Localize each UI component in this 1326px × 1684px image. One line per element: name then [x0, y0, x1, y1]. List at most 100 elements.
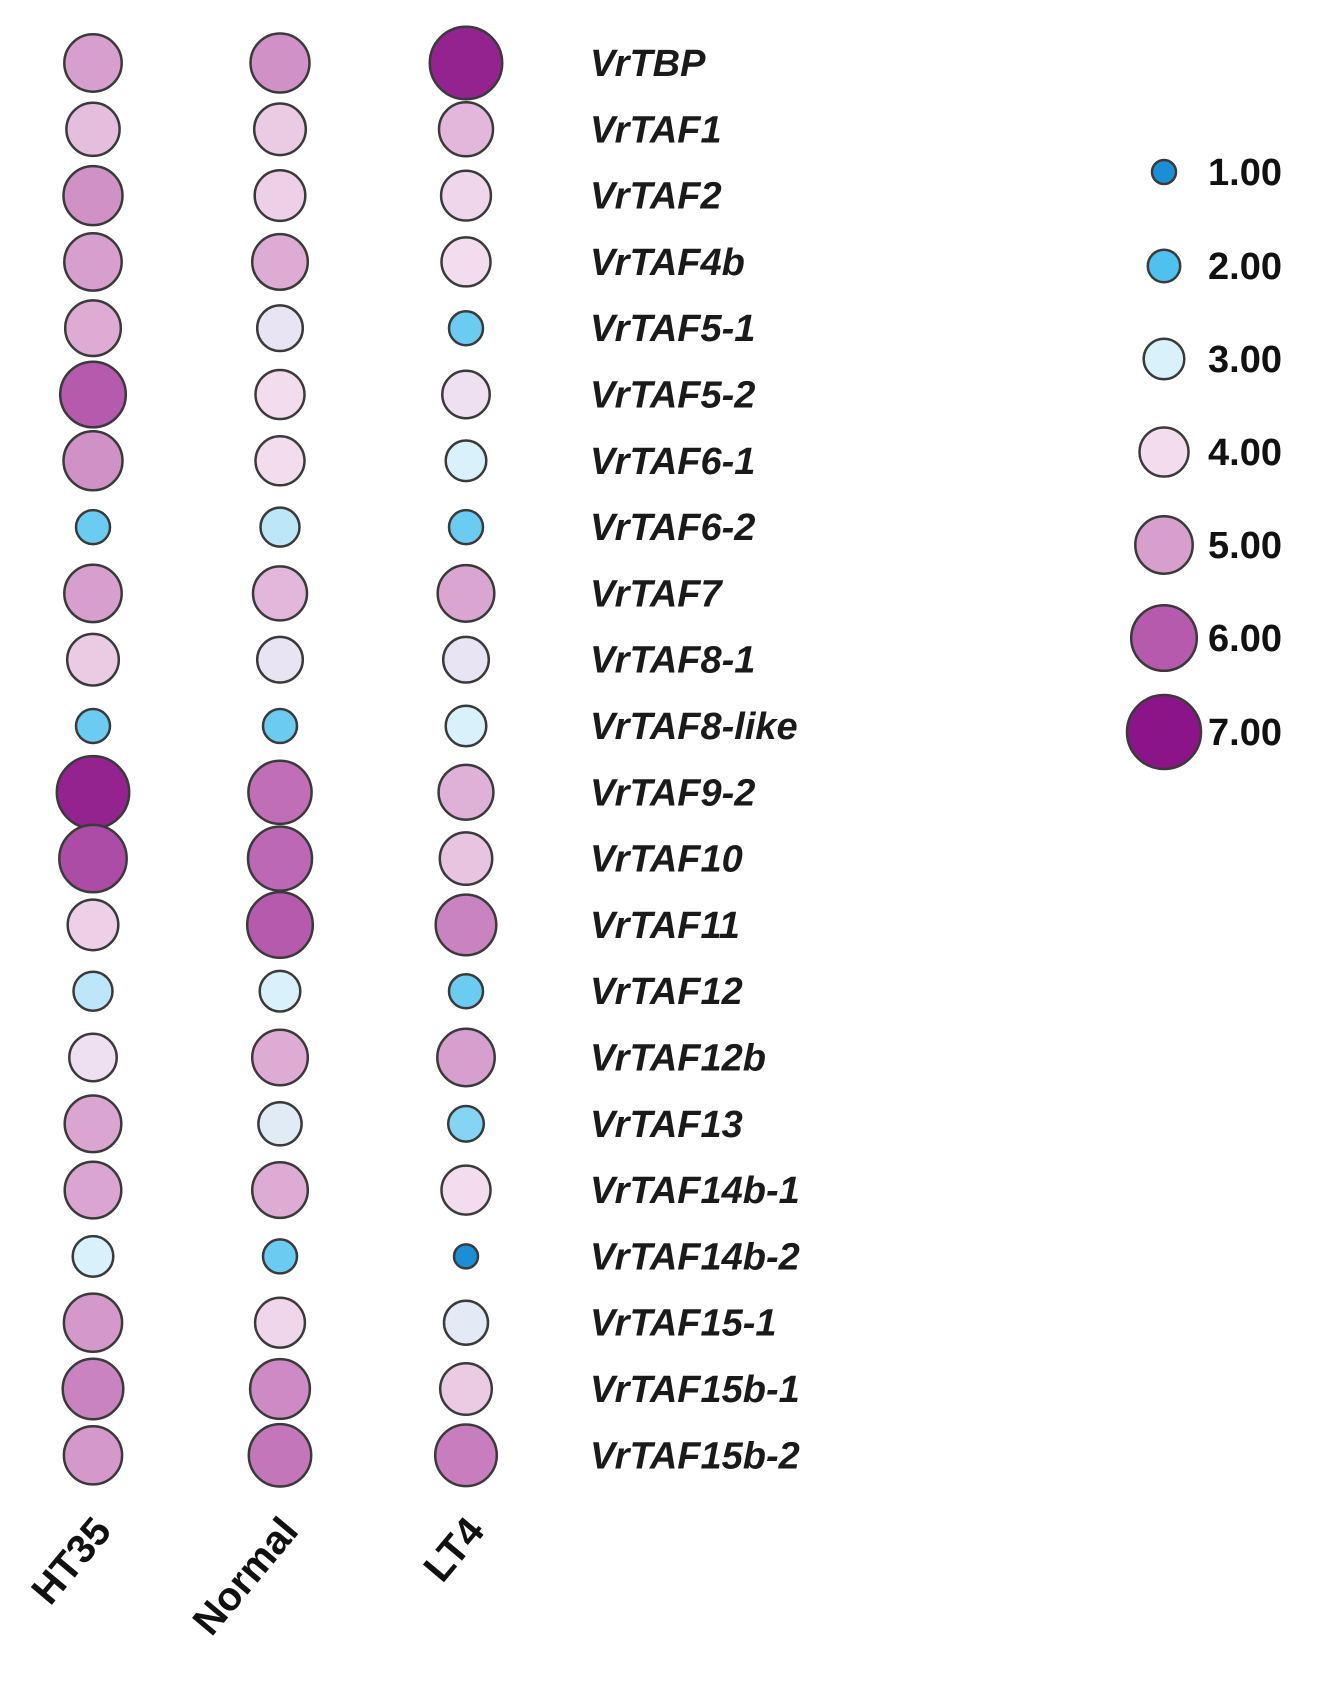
bubble-normal-vrtaf8-1: [255, 635, 305, 684]
bubble-ht35-vrtaf9-2: [55, 754, 131, 830]
bubble-normal-vrtbp: [249, 32, 311, 94]
bubble-ht35-vrtaf12: [72, 970, 114, 1012]
bubble-lt4-vrtaf15b-2: [433, 1423, 499, 1488]
gene-label-vrtaf8-like: VrTAF8-like: [590, 706, 798, 748]
bubble-lt4-vrtaf6-2: [447, 508, 485, 546]
condition-labels-layer: HT35 Normal LT4: [23, 1509, 493, 1643]
condition-label-lt4: LT4: [415, 1509, 493, 1590]
bubble-lt4-vrtaf14b-2: [452, 1243, 480, 1270]
gene-label-vrtaf7: VrTAF7: [590, 573, 723, 615]
gene-label-vrtaf14b-2: VrTAF14b-2: [590, 1236, 800, 1278]
gene-label-vrtaf12b: VrTAF12b: [590, 1038, 766, 1080]
bubble-ht35-vrtaf8-1: [65, 632, 121, 687]
bubble-ht35-vrtaf1: [65, 101, 121, 158]
legend-label-5: 5.00: [1208, 525, 1282, 567]
condition-label-ht35: HT35: [23, 1510, 120, 1613]
bubble-normal-vrtaf5-2: [254, 368, 306, 421]
bubble-lt4-vrtaf13: [446, 1104, 486, 1143]
bubble-lt4-vrtaf14b-1: [440, 1164, 492, 1216]
gene-label-vrtaf12: VrTAF12: [590, 971, 743, 1013]
bubble-ht35-vrtaf4b: [63, 231, 123, 292]
bubble-normal-vrtaf1: [252, 102, 308, 157]
bubble-ht35-vrtaf14b-2: [71, 1234, 115, 1278]
bubble-normal-vrtaf13: [257, 1100, 303, 1147]
bubble-lt4-vrtaf5-2: [441, 369, 491, 420]
legend-swatch-4: [1138, 426, 1190, 478]
gene-label-vrtaf14b-1: VrTAF14b-1: [590, 1170, 800, 1212]
gene-label-vrtaf15-1: VrTAF15-1: [590, 1303, 777, 1345]
bubble-ht35-vrtaf10: [58, 823, 128, 894]
gene-label-vrtaf13: VrTAF13: [590, 1104, 743, 1146]
gene-label-vrtaf5-2: VrTAF5-2: [590, 375, 755, 417]
legend-label-6: 6.00: [1208, 618, 1282, 660]
legend-swatch-2: [1146, 248, 1182, 284]
bubble-ht35-vrtaf14b-1: [63, 1160, 123, 1220]
bubble-lt4-vrtaf8-like: [444, 704, 488, 748]
gene-labels-layer: VrTBP VrTAF1 VrTAF2 VrTAF4b VrTAF5-1 VrTAF5-2…: [590, 43, 800, 1477]
bubble-normal-vrtaf15b-1: [248, 1357, 312, 1421]
bubble-ht35-vrtaf15b-1: [61, 1357, 125, 1421]
bubble-lt4-vrtaf6-1: [444, 439, 488, 483]
bubble-normal-vrtaf10: [246, 825, 314, 892]
gene-label-vrtaf15b-2: VrTAF15b-2: [590, 1435, 800, 1477]
bubble-ht35-vrtaf12b: [68, 1032, 118, 1083]
bubble-ht35-vrtaf13: [63, 1094, 123, 1154]
bubble-lt4-vrtaf2: [439, 169, 493, 222]
gene-label-vrtbp: VrTBP: [590, 43, 706, 85]
gene-label-vrtaf11: VrTAF11: [590, 905, 740, 947]
bubble-lt4-vrtaf11: [434, 893, 498, 957]
bubble-ht35-vrtaf5-1: [63, 299, 123, 358]
bubble-lt4-vrtaf7: [436, 563, 496, 623]
bubble-lt4-vrtaf4b: [440, 236, 492, 288]
bubble-normal-vrtaf5-1: [255, 304, 305, 353]
bubble-normal-vrtaf9-2: [247, 759, 313, 826]
bubble-lt4-vrtaf9-2: [437, 763, 495, 821]
bubble-normal-vrtaf2: [253, 169, 307, 223]
bubble-normal-vrtaf14b-2: [261, 1238, 299, 1275]
bubble-ht35-vrtaf8-like: [74, 707, 112, 745]
bubble-lt4-vrtaf12: [447, 972, 485, 1010]
bubble-ht35-vrtaf5-2: [58, 360, 128, 429]
bubble-normal-vrtaf6-1: [254, 435, 306, 487]
bubble-normal-vrtaf8-like: [261, 707, 299, 745]
bubble-normal-vrtaf12: [258, 969, 302, 1013]
bubbles-layer: [55, 25, 504, 1488]
bubble-lt4-vrtaf12b: [436, 1027, 496, 1088]
legend-label-1: 1.00: [1208, 152, 1282, 194]
bubble-lt4-vrtaf10: [438, 831, 494, 887]
gene-label-vrtaf6-2: VrTAF6-2: [590, 507, 755, 549]
bubble-lt4-vrtaf15b-1: [438, 1361, 494, 1417]
bubble-ht35-vrtaf11: [66, 898, 120, 952]
bubble-lt4-vrtbp: [428, 25, 504, 101]
bubble-ht35-vrtaf15b-2: [62, 1424, 124, 1486]
legend-swatch-3: [1142, 337, 1186, 381]
gene-label-vrtaf5-1: VrTAF5-1: [590, 308, 755, 350]
gene-label-vrtaf9-2: VrTAF9-2: [590, 772, 755, 814]
legend-swatch-1: [1150, 158, 1178, 186]
legend-label-7: 7.00: [1208, 712, 1282, 754]
bubble-ht35-vrtbp: [63, 33, 123, 93]
bubble-normal-vrtaf11: [245, 890, 315, 959]
gene-label-vrtaf4b: VrTAF4b: [590, 242, 745, 284]
bubble-normal-vrtaf14b-1: [250, 1161, 310, 1220]
bubble-normal-vrtaf7: [251, 565, 309, 622]
bubble-ht35-vrtaf2: [62, 164, 124, 227]
bubble-lt4-vrtaf15-1: [442, 1299, 490, 1346]
bubble-normal-vrtaf6-2: [259, 506, 301, 548]
bubble-lt4-vrtaf1: [437, 101, 495, 158]
legend-label-4: 4.00: [1208, 432, 1282, 474]
legend-label-3: 3.00: [1208, 339, 1282, 381]
condition-label-normal: Normal: [185, 1510, 307, 1644]
bubble-ht35-vrtaf6-1: [62, 430, 124, 492]
legend-swatch-7: [1125, 693, 1203, 771]
bubble-lt4-vrtaf8-1: [441, 635, 491, 684]
legend-swatch-6: [1129, 603, 1199, 673]
gene-label-vrtaf10: VrTAF10: [590, 839, 743, 881]
bubble-normal-vrtaf15-1: [253, 1296, 307, 1349]
bubble-ht35-vrtaf6-2: [74, 508, 112, 546]
gene-label-vrtaf8-1: VrTAF8-1: [590, 640, 755, 682]
bubble-ht35-vrtaf15-1: [62, 1292, 124, 1354]
legend: 1.00 2.00 3.00 4.00 5.00 6.00 7.00: [1125, 152, 1282, 771]
